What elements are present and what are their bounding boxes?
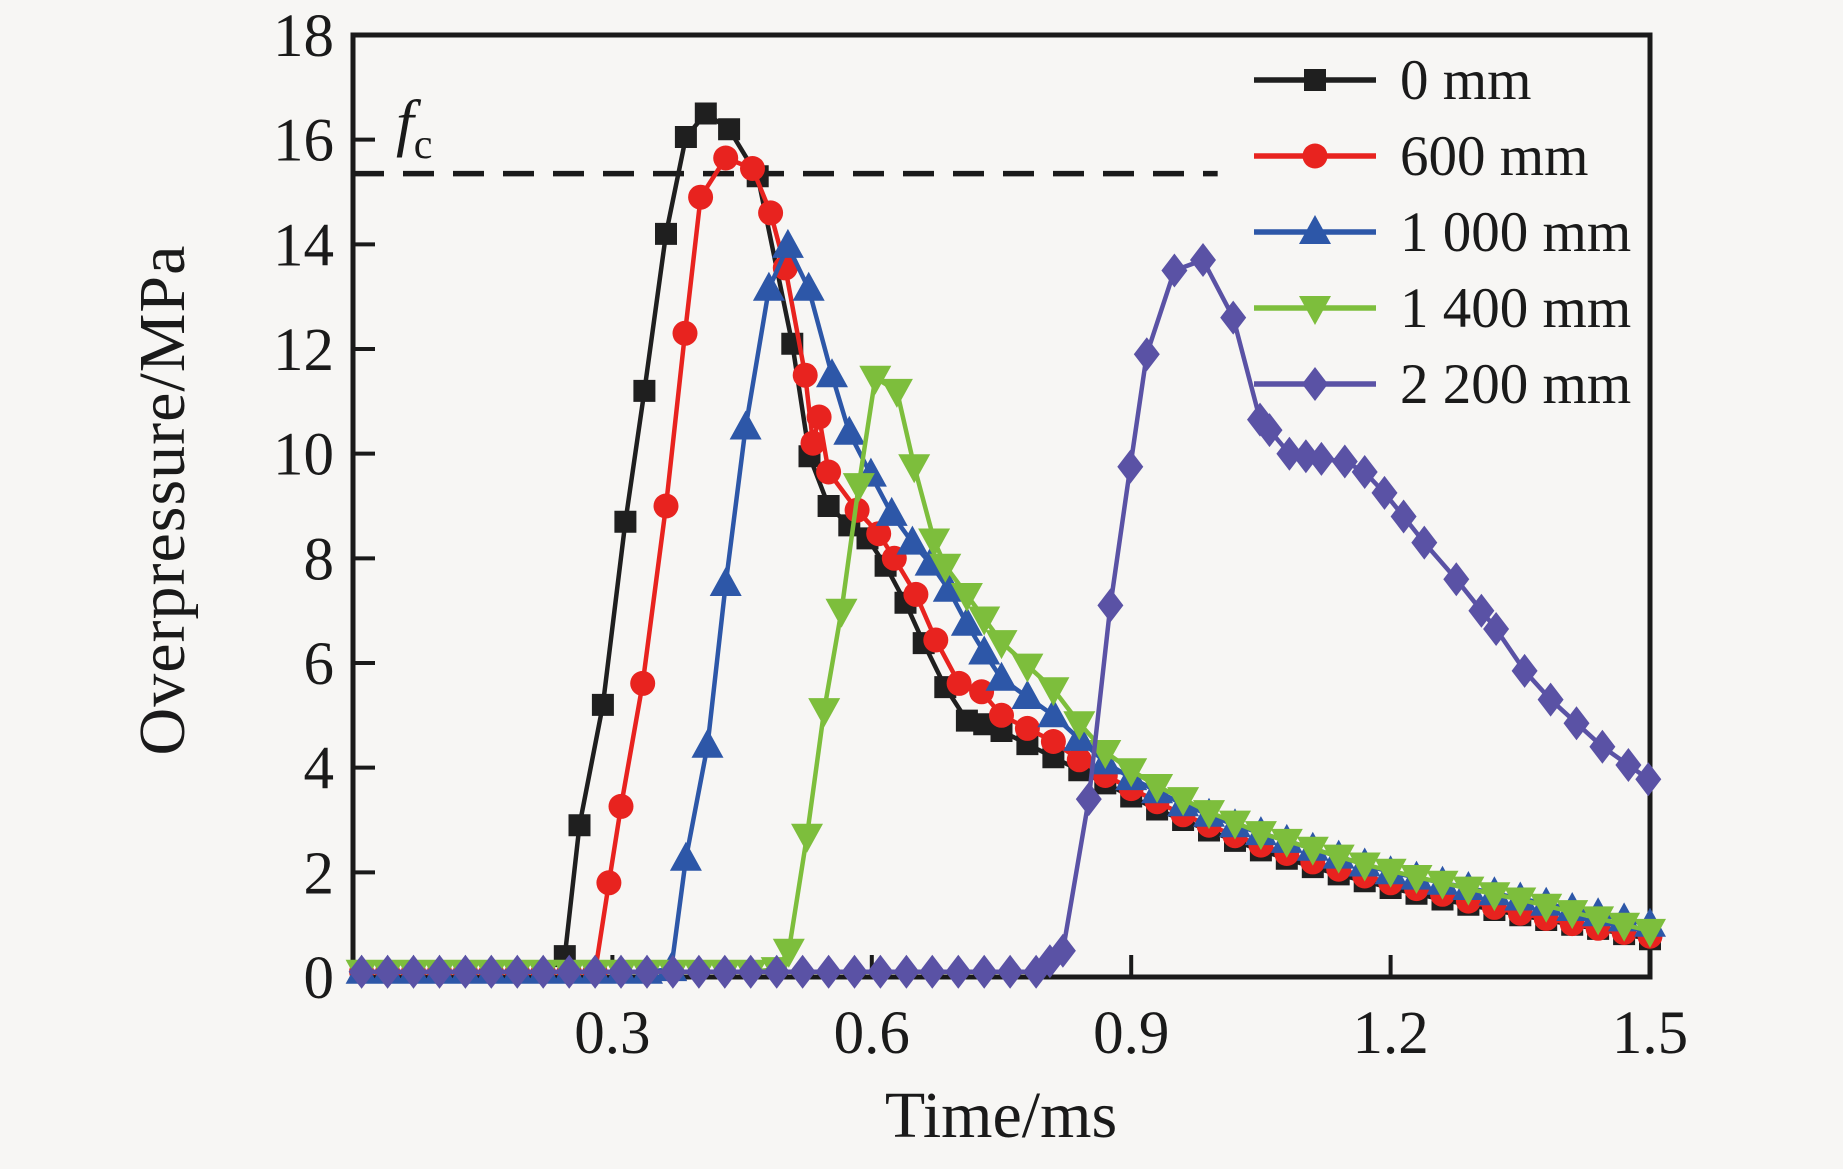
x-tick-label: 1.5 (1612, 1000, 1688, 1067)
legend-label: 1 000 mm (1400, 200, 1632, 264)
legend-marker-triangle-up-icon (1299, 215, 1331, 244)
legend-key-triangle-down-icon (1254, 296, 1376, 325)
legend-item-600mm: 600 mm (1252, 118, 1631, 194)
legend-key-triangle-up-icon (1254, 215, 1376, 244)
legend-item-0mm: 0 mm (1252, 42, 1631, 118)
legend-label: 1 400 mm (1400, 276, 1632, 340)
legend-marker-circle-icon (1302, 143, 1328, 169)
fc-annotation: fc (396, 86, 432, 166)
y-tick-label: 4 (304, 736, 335, 803)
fc-label-sub: c (413, 121, 433, 168)
legend-key-square-icon (1254, 69, 1376, 91)
series-markers-2 (345, 228, 1667, 984)
legend-label: 2 200 mm (1400, 352, 1632, 416)
y-tick-label: 10 (273, 422, 334, 489)
legend-item-2200mm: 2 200 mm (1252, 346, 1631, 422)
y-tick-label: 0 (304, 945, 335, 1012)
x-tick-label: 1.2 (1352, 1000, 1428, 1067)
legend-marker-square-icon (1304, 69, 1326, 91)
y-tick-label: 2 (304, 840, 335, 907)
x-axis-title: Time/ms (884, 1079, 1118, 1152)
y-tick-label: 6 (304, 631, 335, 698)
legend-item-1400mm: 1 400 mm (1252, 270, 1631, 346)
legend-item-1000mm: 1 000 mm (1252, 194, 1631, 270)
legend-key-diamond-icon (1254, 367, 1376, 401)
legend: 0 mm 600 mm 1 000 mm 1 400 mm 2 200 mm (1252, 42, 1631, 422)
legend-marker-diamond-icon (1302, 367, 1328, 401)
legend-label: 600 mm (1400, 124, 1589, 188)
legend-label: 0 mm (1400, 48, 1532, 112)
legend-marker-triangle-down-icon (1299, 296, 1331, 325)
x-tick-label: 0.3 (574, 1000, 650, 1067)
legend-key-circle-icon (1254, 143, 1376, 169)
y-tick-label: 8 (304, 526, 335, 593)
y-axis-title: Overpressure/MPa (126, 244, 199, 756)
y-tick-label: 16 (273, 108, 334, 175)
x-tick-label: 0.6 (834, 1000, 910, 1067)
y-tick-label: 18 (273, 3, 334, 70)
fc-label-main: f (396, 87, 414, 158)
y-tick-label: 12 (273, 317, 334, 384)
y-tick-label: 14 (273, 212, 334, 279)
x-tick-label: 0.9 (1093, 1000, 1169, 1067)
